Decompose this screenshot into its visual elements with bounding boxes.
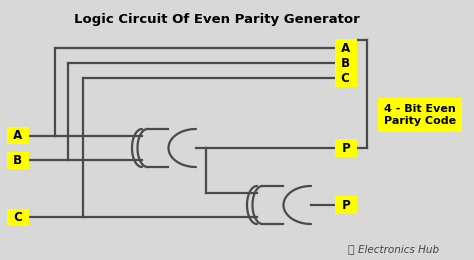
Text: B: B — [9, 154, 27, 167]
Text: Electronics Hub: Electronics Hub — [358, 245, 439, 255]
Text: P: P — [337, 141, 355, 154]
Text: B: B — [337, 56, 355, 69]
Text: Logic Circuit Of Even Parity Generator: Logic Circuit Of Even Parity Generator — [74, 13, 360, 26]
Text: A: A — [337, 42, 355, 55]
Text: ⭯: ⭯ — [348, 245, 354, 255]
Text: 4 - Bit Even
Parity Code: 4 - Bit Even Parity Code — [384, 104, 456, 126]
Text: C: C — [337, 72, 355, 84]
Text: C: C — [9, 211, 27, 224]
Text: P: P — [337, 198, 355, 211]
Text: A: A — [9, 129, 27, 142]
